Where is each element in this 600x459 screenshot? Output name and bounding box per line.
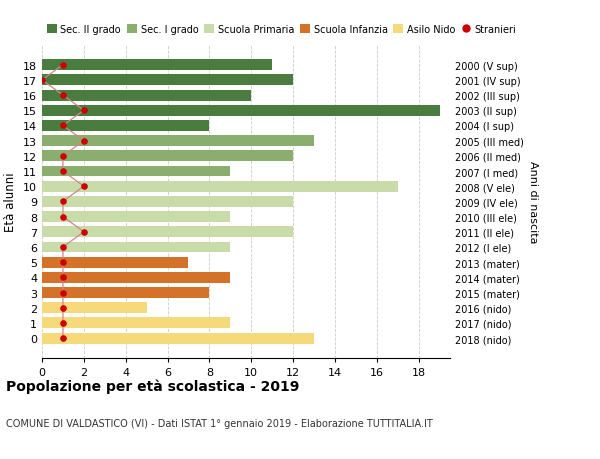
Point bbox=[79, 229, 89, 236]
Point bbox=[58, 62, 68, 69]
Point bbox=[58, 153, 68, 160]
Bar bbox=[42, 166, 230, 177]
Bar bbox=[42, 287, 209, 298]
Bar bbox=[42, 257, 188, 268]
Point bbox=[58, 198, 68, 206]
Text: COMUNE DI VALDASTICO (VI) - Dati ISTAT 1° gennaio 2019 - Elaborazione TUTTITALIA: COMUNE DI VALDASTICO (VI) - Dati ISTAT 1… bbox=[6, 418, 433, 428]
Bar bbox=[42, 106, 440, 117]
Point bbox=[58, 304, 68, 312]
Point bbox=[58, 319, 68, 327]
Point bbox=[58, 213, 68, 221]
Point bbox=[58, 289, 68, 297]
Point bbox=[58, 335, 68, 342]
Bar bbox=[42, 212, 230, 223]
Y-axis label: Età alunni: Età alunni bbox=[4, 172, 17, 232]
Bar bbox=[42, 181, 398, 192]
Point bbox=[58, 92, 68, 100]
Bar bbox=[42, 136, 314, 147]
Point bbox=[58, 123, 68, 130]
Bar bbox=[42, 242, 230, 253]
Bar bbox=[42, 90, 251, 101]
Y-axis label: Anni di nascita: Anni di nascita bbox=[527, 161, 538, 243]
Bar bbox=[42, 196, 293, 207]
Point bbox=[58, 274, 68, 281]
Bar bbox=[42, 333, 314, 344]
Point bbox=[58, 244, 68, 251]
Text: Popolazione per età scolastica - 2019: Popolazione per età scolastica - 2019 bbox=[6, 379, 299, 393]
Point bbox=[79, 138, 89, 145]
Bar bbox=[42, 318, 230, 329]
Point bbox=[37, 77, 47, 84]
Bar bbox=[42, 121, 209, 132]
Point bbox=[79, 183, 89, 190]
Bar bbox=[42, 302, 146, 313]
Bar bbox=[42, 151, 293, 162]
Legend: Sec. II grado, Sec. I grado, Scuola Primaria, Scuola Infanzia, Asilo Nido, Stran: Sec. II grado, Sec. I grado, Scuola Prim… bbox=[47, 25, 517, 35]
Bar bbox=[42, 75, 293, 86]
Point bbox=[79, 107, 89, 115]
Point bbox=[58, 259, 68, 266]
Bar bbox=[42, 227, 293, 238]
Bar bbox=[42, 60, 272, 71]
Bar bbox=[42, 272, 230, 283]
Point bbox=[58, 168, 68, 175]
